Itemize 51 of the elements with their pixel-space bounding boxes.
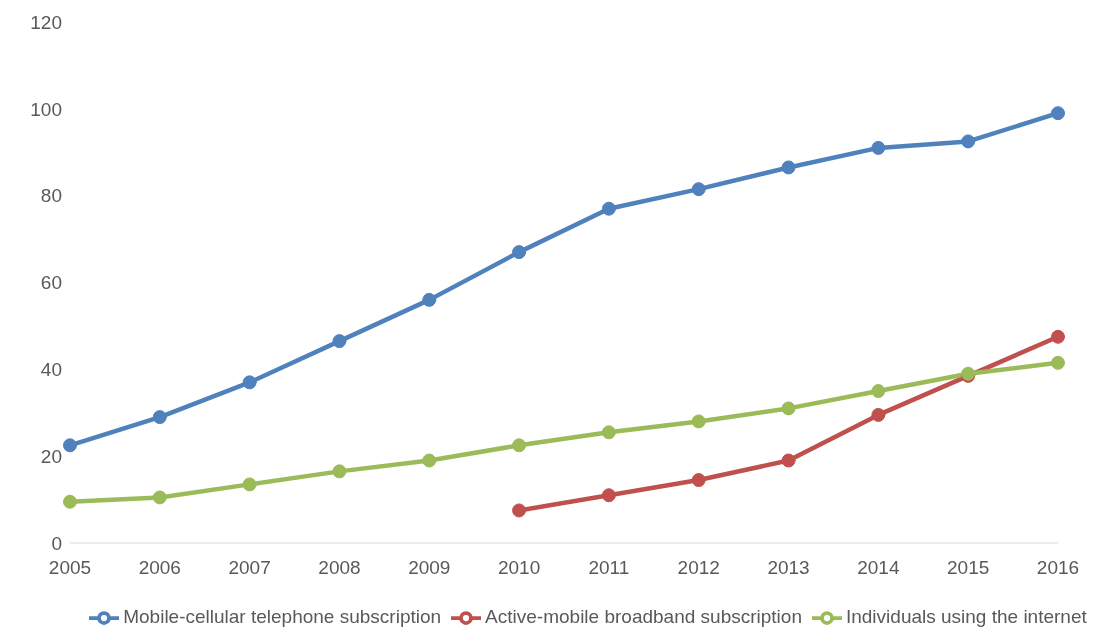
legend-label: Active-mobile broadband subscription <box>485 606 802 628</box>
x-tick-label: 2010 <box>497 557 541 579</box>
point <box>691 414 706 429</box>
y-tick-label: 20 <box>40 445 62 467</box>
x-tick-label: 2008 <box>318 557 361 579</box>
point <box>512 503 527 518</box>
point <box>781 401 796 416</box>
y-tick-label: 40 <box>40 359 62 381</box>
x-tick-label: 2014 <box>857 557 900 579</box>
point <box>332 334 347 349</box>
x-tick-label: 2006 <box>138 557 181 579</box>
x-tick-label: 2013 <box>767 557 810 579</box>
point <box>601 425 616 440</box>
x-tick-label: 2012 <box>677 557 720 579</box>
point <box>961 134 976 149</box>
y-tick-label: 100 <box>30 98 62 120</box>
point <box>1051 106 1065 121</box>
y-tick-label: 120 <box>30 11 62 33</box>
y-tick-label: 0 <box>51 532 62 554</box>
y-tick-label: 80 <box>40 185 62 207</box>
x-tick-label: 2016 <box>1036 557 1080 579</box>
point <box>242 375 257 390</box>
point <box>332 464 347 479</box>
point <box>871 407 886 422</box>
point <box>63 438 77 453</box>
point <box>512 245 527 260</box>
point <box>601 201 616 216</box>
point <box>691 473 706 488</box>
x-tick-label: 2011 <box>588 557 630 579</box>
x-tick-label: 2015 <box>947 557 990 579</box>
point <box>152 490 167 505</box>
point <box>691 182 706 197</box>
point <box>512 438 527 453</box>
legend-label: Individuals using the internet <box>845 606 1087 628</box>
point <box>871 384 886 399</box>
point <box>422 453 437 468</box>
x-tick-label: 2007 <box>228 557 271 579</box>
x-tick-label: 2005 <box>48 557 92 579</box>
point <box>1051 329 1065 344</box>
point <box>242 477 257 492</box>
point <box>152 410 167 425</box>
point <box>63 494 77 509</box>
point <box>871 140 886 155</box>
point <box>781 453 796 468</box>
point <box>781 160 796 175</box>
y-tick-label: 60 <box>40 272 62 294</box>
x-tick-label: 2009 <box>408 557 451 579</box>
point <box>601 488 616 503</box>
legend-label: Mobile-cellular telephone subscription <box>123 606 442 628</box>
point <box>422 292 437 307</box>
point <box>1051 355 1065 370</box>
